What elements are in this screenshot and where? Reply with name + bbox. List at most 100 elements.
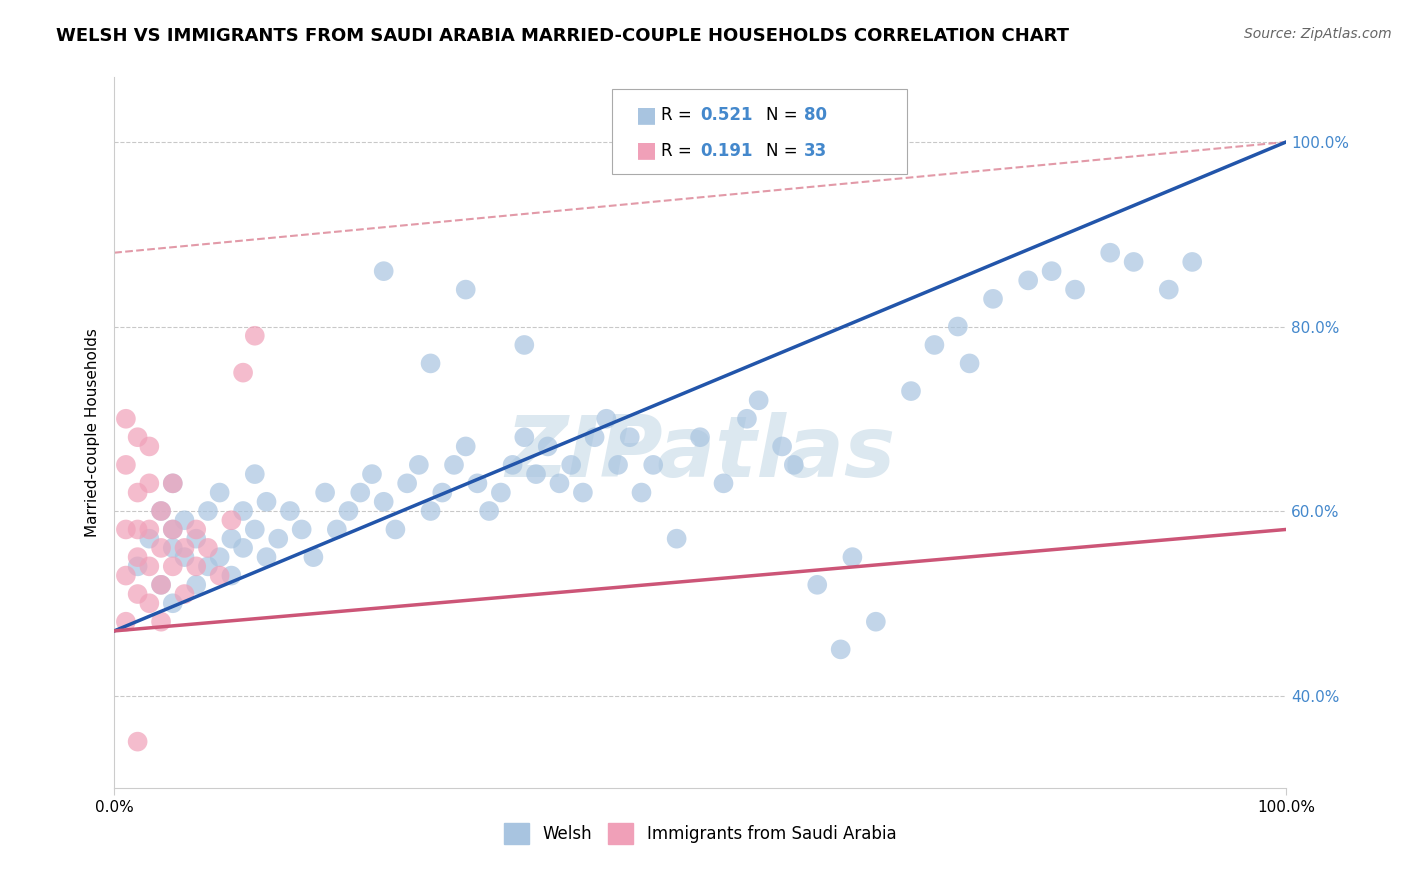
Point bbox=[478, 504, 501, 518]
Text: R =: R = bbox=[661, 142, 697, 160]
Point bbox=[595, 411, 617, 425]
Point bbox=[830, 642, 852, 657]
Text: WELSH VS IMMIGRANTS FROM SAUDI ARABIA MARRIED-COUPLE HOUSEHOLDS CORRELATION CHAR: WELSH VS IMMIGRANTS FROM SAUDI ARABIA MA… bbox=[56, 27, 1069, 45]
Point bbox=[232, 541, 254, 555]
Point bbox=[115, 458, 138, 472]
Point bbox=[221, 513, 243, 527]
Text: Source: ZipAtlas.com: Source: ZipAtlas.com bbox=[1244, 27, 1392, 41]
Point bbox=[186, 578, 208, 592]
Text: ■: ■ bbox=[636, 105, 657, 125]
Point bbox=[1017, 273, 1039, 287]
Point bbox=[138, 596, 160, 610]
Point bbox=[349, 485, 371, 500]
Point bbox=[467, 476, 489, 491]
Point bbox=[583, 430, 606, 444]
Point bbox=[502, 458, 524, 472]
Point bbox=[302, 550, 325, 565]
Point bbox=[924, 338, 946, 352]
Point bbox=[537, 439, 560, 453]
Point bbox=[127, 550, 149, 565]
Point bbox=[1064, 283, 1087, 297]
Point bbox=[162, 476, 184, 491]
Point bbox=[513, 430, 536, 444]
Point bbox=[267, 532, 290, 546]
Point bbox=[946, 319, 969, 334]
Point bbox=[243, 523, 266, 537]
Point bbox=[221, 532, 243, 546]
Point bbox=[665, 532, 688, 546]
Point bbox=[162, 523, 184, 537]
Point bbox=[770, 439, 793, 453]
Text: 80: 80 bbox=[804, 106, 827, 124]
Point bbox=[197, 541, 219, 555]
Point bbox=[243, 328, 266, 343]
Point bbox=[384, 523, 406, 537]
Point bbox=[443, 458, 465, 472]
Point bbox=[150, 578, 173, 592]
Point bbox=[630, 485, 652, 500]
Point bbox=[162, 596, 184, 610]
Legend: Welsh, Immigrants from Saudi Arabia: Welsh, Immigrants from Saudi Arabia bbox=[498, 817, 903, 850]
Point bbox=[150, 615, 173, 629]
Point bbox=[1099, 245, 1122, 260]
Point bbox=[173, 513, 195, 527]
Point bbox=[127, 587, 149, 601]
Text: N =: N = bbox=[766, 106, 803, 124]
Point bbox=[806, 578, 828, 592]
Point bbox=[432, 485, 454, 500]
Point bbox=[162, 559, 184, 574]
Point bbox=[396, 476, 419, 491]
Y-axis label: Married-couple Households: Married-couple Households bbox=[86, 328, 100, 537]
Point bbox=[138, 439, 160, 453]
Point bbox=[548, 476, 571, 491]
Text: R =: R = bbox=[661, 106, 697, 124]
Text: ZIPatlas: ZIPatlas bbox=[505, 412, 896, 495]
Point bbox=[232, 366, 254, 380]
Point bbox=[127, 559, 149, 574]
Point bbox=[208, 550, 231, 565]
Point bbox=[186, 532, 208, 546]
Point bbox=[127, 523, 149, 537]
Point bbox=[865, 615, 887, 629]
Point bbox=[841, 550, 863, 565]
Point bbox=[197, 559, 219, 574]
Point bbox=[173, 550, 195, 565]
Point bbox=[127, 734, 149, 748]
Point bbox=[115, 523, 138, 537]
Point bbox=[900, 384, 922, 398]
Point bbox=[713, 476, 735, 491]
Point bbox=[115, 411, 138, 425]
Point bbox=[127, 485, 149, 500]
Point bbox=[256, 550, 278, 565]
Point bbox=[115, 568, 138, 582]
Point bbox=[138, 559, 160, 574]
Point bbox=[208, 485, 231, 500]
Point bbox=[748, 393, 770, 408]
Text: 0.191: 0.191 bbox=[700, 142, 752, 160]
Text: 0.521: 0.521 bbox=[700, 106, 752, 124]
Point bbox=[256, 495, 278, 509]
Point bbox=[162, 541, 184, 555]
Point bbox=[454, 439, 477, 453]
Point bbox=[150, 578, 173, 592]
Point bbox=[243, 467, 266, 482]
Point bbox=[197, 504, 219, 518]
Point bbox=[150, 504, 173, 518]
Point bbox=[1122, 255, 1144, 269]
Point bbox=[138, 523, 160, 537]
Point bbox=[689, 430, 711, 444]
Point bbox=[221, 568, 243, 582]
Text: N =: N = bbox=[766, 142, 803, 160]
Point bbox=[208, 568, 231, 582]
Point bbox=[186, 523, 208, 537]
Point bbox=[524, 467, 547, 482]
Point bbox=[115, 615, 138, 629]
Point bbox=[186, 559, 208, 574]
Point bbox=[173, 541, 195, 555]
Point bbox=[162, 523, 184, 537]
Point bbox=[643, 458, 665, 472]
Point bbox=[373, 495, 395, 509]
Point bbox=[150, 541, 173, 555]
Point bbox=[419, 504, 441, 518]
Point bbox=[1040, 264, 1063, 278]
